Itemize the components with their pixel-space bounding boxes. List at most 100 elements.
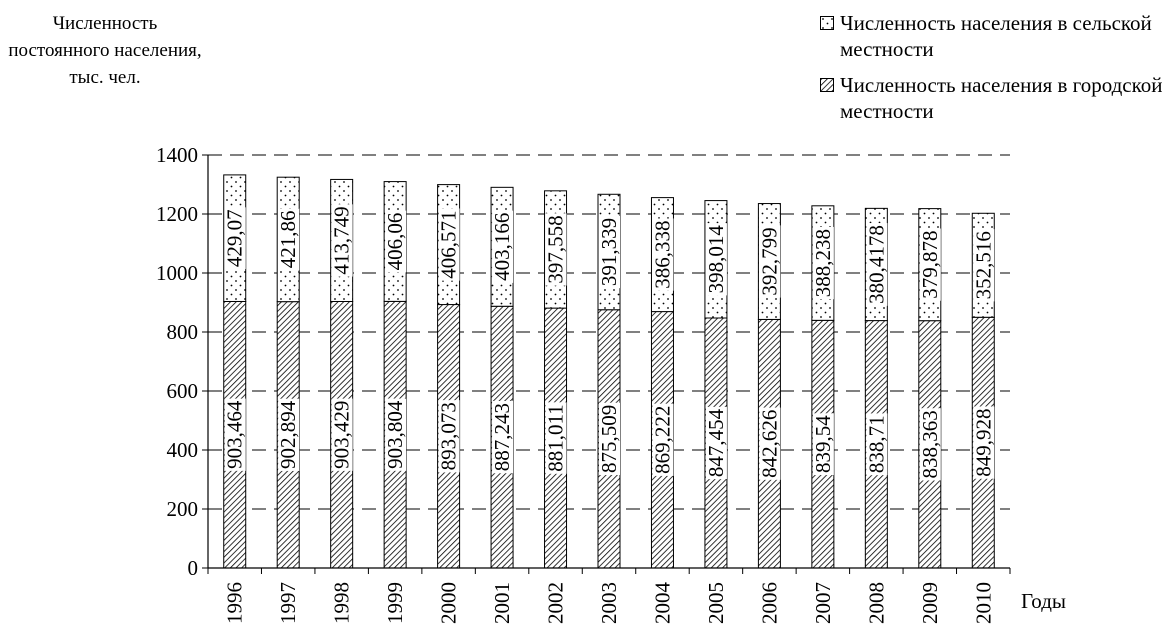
data-label-rural-2000: 406,571 <box>437 210 461 278</box>
x-tick-label-group: 2006 <box>757 582 781 624</box>
x-tick-label: 1999 <box>383 582 407 624</box>
x-tick-label: 2004 <box>650 582 674 625</box>
x-tick-label-group: 1996 <box>223 582 247 624</box>
data-label-rural-2005-bg <box>705 223 727 296</box>
data-label-urban-2004-group: 869,222 <box>650 403 674 476</box>
x-tick-label-group: 2009 <box>918 582 942 624</box>
x-tick-label: 2006 <box>757 582 781 624</box>
y-tick-label: 1400 <box>156 143 198 167</box>
data-label-urban-1998: 903,429 <box>330 401 354 469</box>
x-tick-label: 2003 <box>597 582 621 624</box>
data-label-rural-2003-bg <box>599 215 620 289</box>
data-label-rural-2004-bg <box>652 218 674 291</box>
data-label-urban-2004: 869,222 <box>650 406 674 474</box>
legend-item-rural: Численность населения в сельской местнос… <box>818 10 1168 62</box>
data-label-rural-2007-group: 388,238 <box>811 226 835 300</box>
data-label-urban-2002-group: 881,011 <box>544 402 568 474</box>
x-tick-label: 2009 <box>918 582 942 624</box>
data-label-rural-2006-bg <box>759 225 781 298</box>
x-tick-label-group: 2004 <box>650 582 674 625</box>
data-label-rural-1997-group: 421,86 <box>276 208 300 271</box>
data-label-rural-1999: 406,06 <box>383 213 407 271</box>
legend-label-urban: Численность населения в городской местно… <box>840 73 1163 123</box>
x-tick-label: 2002 <box>544 582 568 624</box>
y-tick-label: 1000 <box>156 261 198 285</box>
chart-legend: Численность населения в сельской местнос… <box>818 10 1168 134</box>
x-tick-label-group: 2010 <box>971 582 995 624</box>
data-label-urban-2004-bg <box>652 403 674 476</box>
x-tick-label: 1998 <box>330 582 354 624</box>
y-tick-label: 800 <box>167 320 199 344</box>
x-tick-label-group: 1998 <box>330 582 354 624</box>
data-label-rural-2010: 352,516 <box>971 231 995 299</box>
data-label-rural-2009: 379,878 <box>918 231 942 299</box>
data-label-rural-2000-bg <box>438 208 460 281</box>
data-label-rural-2002: 397,558 <box>544 215 568 283</box>
data-label-urban-1996-group: 903,464 <box>223 398 247 471</box>
y-tick-label: 0 <box>188 556 199 580</box>
x-tick-label-group: 2003 <box>597 582 621 624</box>
x-tick-label-group: 2007 <box>811 582 835 624</box>
data-label-urban-2005: 847,454 <box>704 408 728 477</box>
data-label-urban-2010-group: 849,928 <box>971 406 995 479</box>
data-label-urban-2010-bg <box>973 406 995 479</box>
data-label-urban-2000: 893,073 <box>437 402 461 470</box>
data-label-rural-1996-bg <box>224 207 246 270</box>
x-tick-label: 2000 <box>437 582 461 624</box>
data-label-urban-2003-group: 875,509 <box>597 402 621 475</box>
data-label-rural-2007: 388,238 <box>811 229 835 297</box>
rural-swatch-icon <box>820 16 834 30</box>
y-tick-label: 200 <box>167 497 199 521</box>
data-label-urban-1998-group: 903,429 <box>330 398 354 471</box>
data-label-urban-2000-group: 893,073 <box>437 400 461 473</box>
data-label-rural-2009-bg <box>919 228 941 301</box>
data-label-urban-1999: 903,804 <box>383 400 407 469</box>
data-label-rural-2006: 392,799 <box>757 227 781 295</box>
x-tick-label: 1996 <box>223 582 247 624</box>
data-label-rural-1996: 429,07 <box>223 209 247 267</box>
legend-label-rural: Численность населения в сельской местнос… <box>840 11 1152 61</box>
data-label-urban-2001-group: 887,243 <box>490 401 514 474</box>
data-label-urban-2001: 887,243 <box>490 403 514 471</box>
data-label-rural-2005-group: 398,014 <box>704 223 728 296</box>
data-label-urban-2003: 875,509 <box>597 405 621 473</box>
x-tick-label: 2007 <box>811 582 835 624</box>
data-label-rural-2009-group: 379,878 <box>918 228 942 301</box>
data-label-rural-2002-group: 397,558 <box>544 213 568 286</box>
x-tick-label-group: 2005 <box>704 582 728 624</box>
data-label-rural-1997-bg <box>278 208 300 271</box>
x-tick-label-group: 2001 <box>490 582 514 624</box>
x-tick-label: 1997 <box>276 582 300 624</box>
data-label-rural-2008-group: 380,4178 <box>864 223 888 306</box>
data-label-urban-2001-bg <box>492 401 514 474</box>
y-tick-label: 600 <box>167 379 199 403</box>
data-label-urban-2006-bg <box>759 407 781 480</box>
x-tick-label-group: 1999 <box>383 582 407 624</box>
data-label-urban-1996: 903,464 <box>223 400 247 469</box>
data-label-rural-1999-group: 406,06 <box>383 210 407 273</box>
data-label-rural-2001-group: 403,166 <box>490 210 514 283</box>
data-label-rural-1998-bg <box>331 204 353 277</box>
data-label-rural-1997: 421,86 <box>276 211 300 269</box>
data-label-rural-2004-group: 386,338 <box>650 218 674 291</box>
x-tick-label-group: 1997 <box>276 582 300 624</box>
data-label-urban-1997: 902,894 <box>276 400 300 469</box>
data-label-rural-2004: 386,338 <box>650 220 674 288</box>
data-label-rural-2003: 391,339 <box>597 218 621 286</box>
data-label-urban-2007-bg <box>812 413 834 476</box>
data-label-rural-2000-group: 406,571 <box>437 208 461 281</box>
data-label-urban-2002-bg <box>545 402 567 474</box>
data-label-urban-2000-bg <box>438 400 460 473</box>
data-label-urban-1997-group: 902,894 <box>276 398 300 471</box>
data-label-urban-2005-bg <box>705 406 727 480</box>
data-label-rural-2010-group: 352,516 <box>971 229 995 302</box>
x-tick-label: 2005 <box>704 582 728 624</box>
data-label-urban-2007-group: 839,54 <box>811 413 835 476</box>
data-label-rural-1999-bg <box>385 210 407 273</box>
x-axis-title: Годы <box>1021 589 1066 613</box>
data-label-rural-2001-bg <box>492 210 514 283</box>
data-label-urban-2010: 849,928 <box>971 409 995 477</box>
data-label-urban-1997-bg <box>278 398 300 471</box>
data-label-rural-2003-group: 391,339 <box>597 215 621 289</box>
